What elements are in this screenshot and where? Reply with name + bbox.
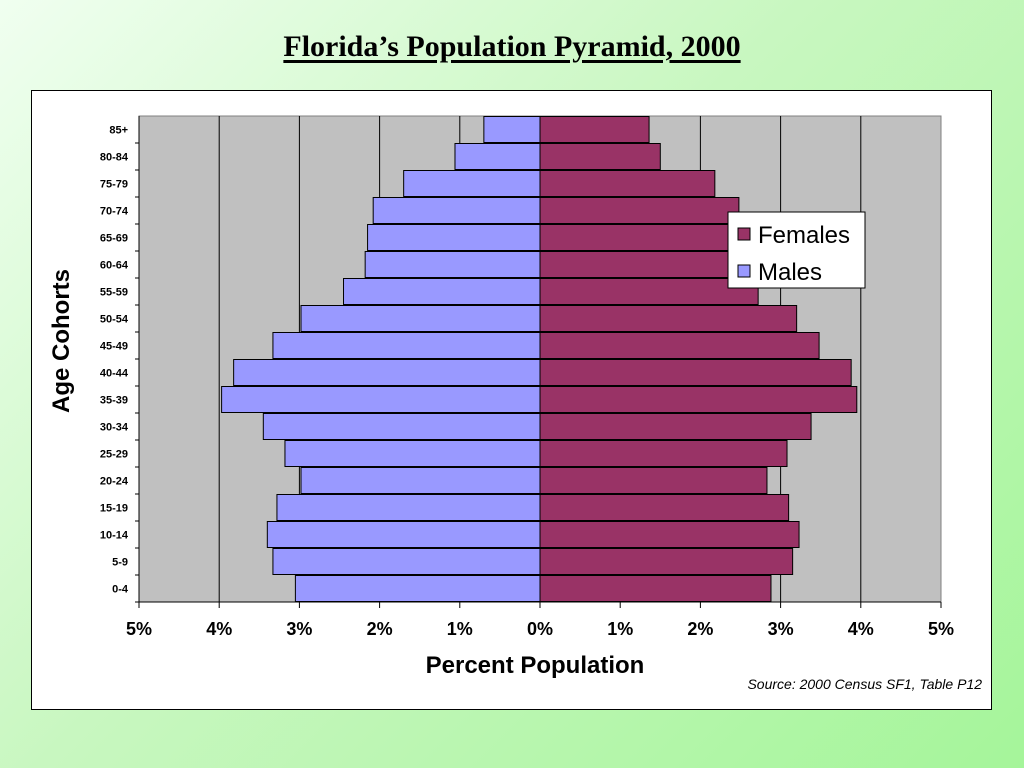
y-tick-label: 85+ [109,125,128,137]
bar-females-25-29 [539,440,788,467]
x-tick-label: 5% [928,619,954,639]
chart-frame: 0-4 5-9 10-14 15-19 20-24 25-29 30-34 35-39 40-4… [31,90,992,710]
x-tick-label: 2% [687,619,713,639]
y-tick-label: 20-24 [100,476,129,488]
x-tick-label: 1% [607,619,633,639]
bar-males-5-9 [272,548,541,575]
bar-females-20-24 [539,467,768,494]
legend-label-females: Females [758,222,850,249]
bar-males-40-44 [233,359,541,386]
y-tick-label: 50-54 [100,314,129,326]
x-tick-label: 4% [848,619,874,639]
x-tick-label: 3% [768,619,794,639]
bar-females-10-14 [539,521,800,548]
x-tick-label: 1% [447,619,473,639]
bar-males-50-54 [300,305,541,332]
bar-females-15-19 [539,494,790,521]
y-tick-label: 70-74 [100,206,129,218]
slide-title: Florida’s Population Pyramid, 2000 [283,30,741,63]
bar-females-0-4 [539,575,772,602]
bar-males-60-64 [364,251,541,278]
bar-males-80-84 [454,143,541,170]
y-tick-label: 30-34 [100,422,129,434]
y-tick-label: 40-44 [100,368,129,380]
legend-swatch-males [737,264,751,278]
y-tick-label: 80-84 [100,152,129,164]
bar-males-20-24 [300,467,541,494]
x-tick-label: 0% [527,619,553,639]
bar-females-80-84 [539,143,661,170]
bar-males-45-49 [272,332,541,359]
bar-males-55-59 [343,278,541,305]
bar-females-55-59 [539,278,759,305]
y-tick-label: 60-64 [100,260,129,272]
bar-females-50-54 [539,305,798,332]
bar-females-30-34 [539,413,812,440]
bar-males-35-39 [221,386,541,413]
y-tick-label: 65-69 [100,233,128,245]
bar-males-10-14 [266,521,541,548]
bar-males-15-19 [276,494,541,521]
legend-box [727,211,866,289]
x-tick-label: 3% [286,619,312,639]
y-tick-label: 0-4 [112,584,129,596]
legend-swatch-females [737,227,751,241]
bar-females-5-9 [539,548,794,575]
bar-females-35-39 [539,386,858,413]
bar-males-30-34 [262,413,541,440]
y-tick-label: 55-59 [100,287,128,299]
x-tick-label: 4% [206,619,232,639]
x-axis-title: Percent Population [426,652,645,679]
bar-males-25-29 [284,440,541,467]
legend-label-males: Males [758,259,822,286]
bar-females-70-74 [539,197,740,224]
population-pyramid-chart: 0-4 5-9 10-14 15-19 20-24 25-29 30-34 35-39 40-4… [48,115,982,692]
bar-males-0-4 [294,575,541,602]
bar-females-40-44 [539,359,852,386]
x-tick-label: 2% [367,619,393,639]
y-tick-label: 75-79 [100,179,128,191]
bar-males-70-74 [372,197,541,224]
y-tick-label: 15-19 [100,503,128,515]
y-tick-label: 35-39 [100,395,128,407]
bar-females-65-69 [539,224,751,251]
x-tick-label: 5% [126,619,152,639]
bar-males-65-69 [367,224,541,251]
bar-females-75-79 [539,170,716,197]
y-tick-label: 25-29 [100,449,128,461]
source-note: Source: 2000 Census SF1, Table P12 [747,676,982,692]
y-tick-label: 5-9 [112,557,128,569]
y-axis-title: Age Cohorts [48,269,75,413]
y-tick-label: 45-49 [100,341,128,353]
bar-females-45-49 [539,332,820,359]
bar-females-60-64 [539,251,759,278]
bar-males-75-79 [403,170,541,197]
bar-females-85+ [539,116,650,143]
bar-males-85+ [483,116,541,143]
y-tick-label: 10-14 [100,530,129,542]
